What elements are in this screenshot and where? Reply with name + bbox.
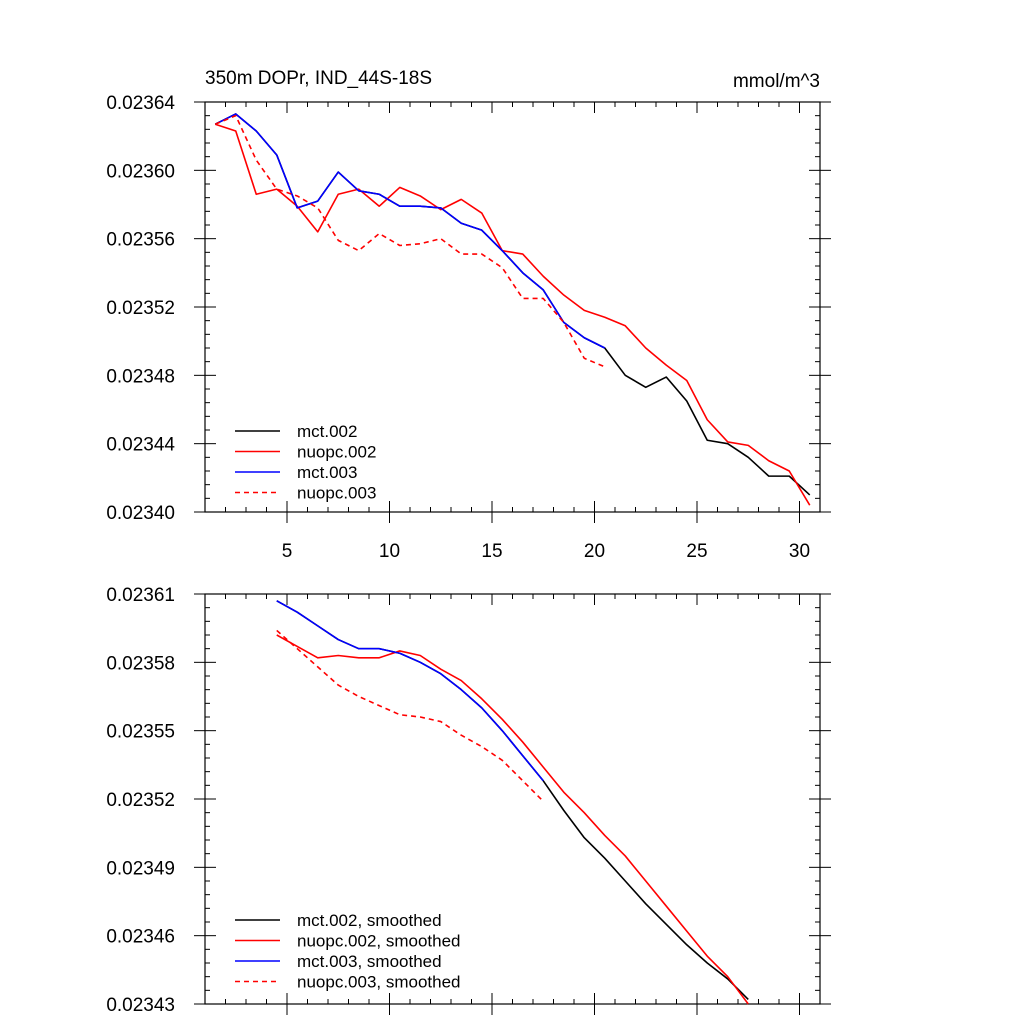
series-line-mct-003 [214,113,606,349]
x-tick-label: 5 [282,541,293,562]
y-tick-label: 0.02352 [106,790,175,811]
legend-label: nuopc.002, smoothed [297,932,461,951]
series-line-nuopc-002 [214,123,811,506]
y-tick-label: 0.02355 [106,722,175,743]
top-panel: 5 10 15 20 25 30 0.02340 0.02344 0.02348 0.02352 0… [106,68,831,562]
x-tick-label: 10 [379,541,400,562]
y-tick-label: 0.02344 [106,435,175,456]
y-tick-label: 0.02360 [106,161,175,182]
units-label: mmol/m^3 [733,71,820,92]
x-tick-label: 30 [789,541,810,562]
legend-label: nuopc.003 [297,484,376,503]
series-line-nuopc-003 [214,114,606,368]
series-line-nuopc-003-smoothed [276,629,544,802]
legend-label: mct.002, smoothed [297,911,442,930]
y-tick-label: 0.02343 [106,995,175,1016]
y-tick-label: 0.02361 [106,585,175,606]
legend-label: nuopc.003, smoothed [297,973,461,992]
legend-label: nuopc.002 [297,443,376,462]
y-tick-label: 0.02349 [106,858,175,879]
legend-label: mct.003, smoothed [297,952,442,971]
x-tick-label: 15 [481,541,502,562]
y-tick-label: 0.02348 [106,366,175,387]
x-tick-label: 20 [584,541,605,562]
series-line-mct-003-smoothed [276,600,544,782]
x-tick-label: 25 [686,541,707,562]
y-tick-label: 0.02356 [106,230,175,251]
y-tick-label: 0.02340 [106,503,175,524]
legend-label: mct.003 [297,463,357,482]
legend-label: mct.002 [297,422,357,441]
y-tick-label: 0.02346 [106,927,175,948]
y-tick-label: 0.02352 [106,298,175,319]
series-line-nuopc-002-smoothed [276,634,749,1005]
bottom-panel: 0.02343 0.02346 0.02349 0.02352 0.02355 0.023… [106,585,831,1016]
y-tick-label: 0.02364 [106,93,175,114]
y-tick-label: 0.02358 [106,653,175,674]
chart-title: 350m DOPr, IND_44S-18S [205,68,432,89]
